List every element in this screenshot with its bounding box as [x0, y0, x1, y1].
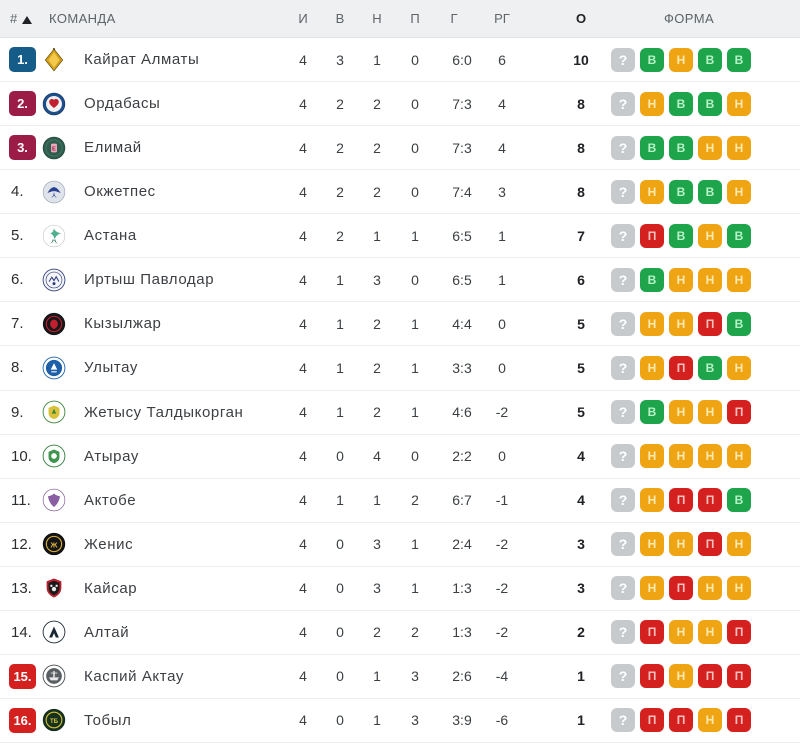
svg-text:ТБ: ТБ [50, 718, 59, 725]
svg-text:Е: Е [52, 146, 56, 152]
svg-text:Ж: Ж [50, 540, 58, 549]
